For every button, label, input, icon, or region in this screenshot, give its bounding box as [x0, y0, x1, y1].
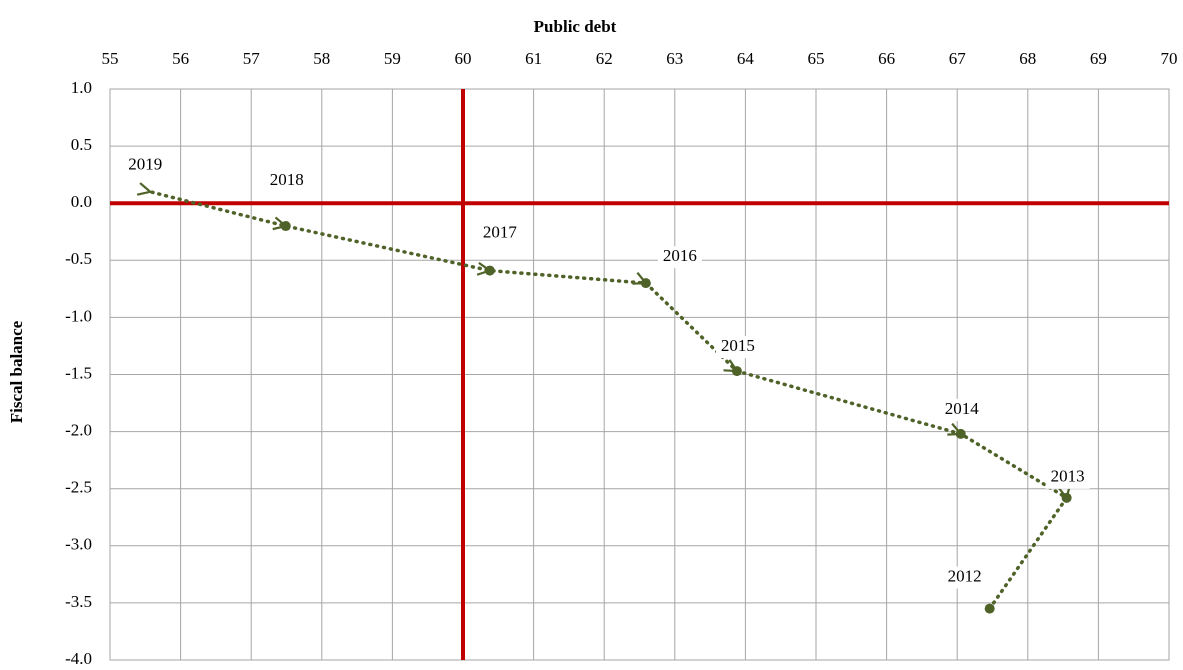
point-label: 2017: [483, 222, 518, 241]
y-tick-label: -3.5: [65, 592, 92, 611]
x-tick-label: 64: [737, 49, 755, 68]
label-background: [942, 566, 987, 589]
x-tick-label: 57: [243, 49, 261, 68]
label-background: [657, 246, 702, 269]
x-tick-label: 55: [102, 49, 119, 68]
point: [731, 366, 742, 377]
point: [955, 428, 966, 439]
point: [640, 278, 651, 289]
y-tick-label: -2.0: [65, 421, 92, 440]
y-tick-label: 0.0: [71, 192, 92, 211]
label-background: [264, 170, 309, 193]
y-tick-label: -4.0: [65, 649, 92, 668]
y-tick-label: -1.5: [65, 363, 92, 382]
x-tick-label: 63: [666, 49, 683, 68]
point: [280, 221, 291, 232]
x-tick-label: 70: [1161, 49, 1178, 68]
label-background: [715, 336, 760, 359]
point-label: 2015: [721, 336, 755, 355]
label-background: [1045, 466, 1090, 489]
x-axis-title: Public debt: [534, 17, 617, 36]
point-label: 2014: [945, 399, 980, 418]
label-background: [123, 154, 168, 177]
y-tick-label: -0.5: [65, 249, 92, 268]
point-label: 2016: [663, 246, 697, 265]
point: [984, 603, 995, 614]
label-background: [477, 222, 522, 245]
y-tick-label: -2.5: [65, 478, 92, 497]
point-label: 2012: [948, 567, 982, 586]
x-tick-label: 66: [878, 49, 895, 68]
point-label: 2013: [1051, 467, 1085, 486]
x-tick-label: 58: [313, 49, 330, 68]
y-tick-label: 1.0: [71, 78, 92, 97]
x-tick-label: 67: [949, 49, 967, 68]
y-tick-label: 0.5: [71, 135, 92, 154]
x-tick-label: 61: [525, 49, 542, 68]
x-tick-label: 69: [1090, 49, 1107, 68]
x-tick-label: 60: [455, 49, 472, 68]
point: [1061, 492, 1072, 503]
plot-border: [109, 88, 1170, 661]
x-tick-label: 65: [808, 49, 825, 68]
point-label: 2019: [128, 155, 162, 174]
y-tick-label: -3.0: [65, 535, 92, 554]
x-tick-label: 56: [172, 49, 189, 68]
x-tick-label: 59: [384, 49, 401, 68]
y-axis-title: Fiscal balance: [7, 320, 26, 423]
point: [484, 265, 495, 276]
x-tick-label: 62: [596, 49, 613, 68]
label-background: [939, 398, 984, 421]
x-tick-label: 68: [1019, 49, 1036, 68]
y-tick-label: -1.0: [65, 306, 92, 325]
point-label: 2018: [270, 170, 304, 189]
